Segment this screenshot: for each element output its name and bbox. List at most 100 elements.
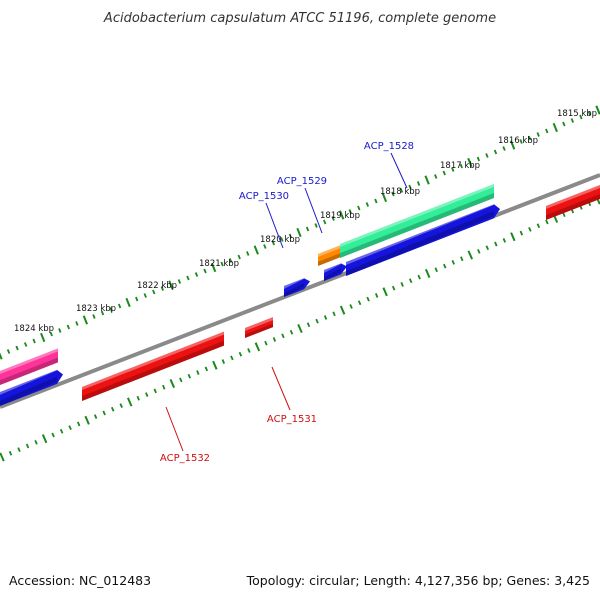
minor-tick	[348, 209, 352, 214]
feature-highlight	[284, 275, 304, 289]
minor-tick	[536, 223, 541, 229]
major-tick	[339, 305, 346, 315]
minor-tick	[494, 241, 498, 247]
tick-label: 1815 kbp	[557, 109, 597, 119]
minor-tick	[230, 355, 234, 361]
major-tick	[126, 397, 133, 407]
gene-label: ACP_1528	[364, 141, 414, 152]
major-tick	[467, 157, 473, 168]
minor-tick	[545, 219, 549, 225]
minor-tick	[315, 318, 319, 324]
minor-tick	[305, 226, 310, 232]
major-tick	[82, 315, 89, 325]
minor-tick	[442, 170, 446, 176]
major-tick	[339, 210, 345, 220]
major-tick	[210, 262, 217, 273]
feature-shade	[340, 193, 494, 258]
minor-tick	[187, 373, 192, 379]
feature-body	[284, 278, 310, 297]
minor-tick	[485, 153, 489, 158]
major-tick	[253, 245, 259, 255]
feature-body	[0, 348, 58, 386]
minor-tick	[162, 384, 166, 390]
minor-tick	[416, 181, 421, 186]
feature-body	[546, 184, 600, 220]
minor-tick	[160, 286, 164, 291]
minor-tick	[228, 258, 233, 263]
minor-tick	[17, 447, 21, 453]
minor-tick	[66, 324, 71, 330]
feature-shade	[284, 283, 304, 297]
minor-tick	[349, 304, 353, 309]
major-tick	[169, 379, 176, 389]
gene-label: ACP_1532	[160, 453, 210, 464]
minor-tick	[528, 227, 532, 232]
minor-tick	[221, 359, 226, 364]
minor-tick	[391, 285, 396, 291]
minor-tick	[280, 237, 284, 242]
blue-feature-small-2	[324, 261, 347, 281]
minor-tick	[536, 132, 540, 137]
accession-text: Accession: NC_012483	[9, 573, 151, 588]
minor-tick	[145, 392, 149, 397]
minor-tick	[237, 254, 241, 260]
major-tick	[424, 175, 430, 185]
blue-feature-left	[0, 367, 63, 407]
feature-shade	[318, 253, 340, 266]
minor-tick	[477, 249, 481, 254]
minor-tick	[519, 139, 523, 144]
minor-tick	[408, 184, 412, 190]
tick-label: 1824 kbp	[14, 324, 54, 334]
map-title: Acidobacterium capsulatum ATCC 51196, co…	[103, 11, 496, 26]
minor-tick	[485, 245, 490, 251]
minor-tick	[502, 238, 507, 243]
major-tick	[254, 342, 261, 352]
major-tick	[381, 192, 388, 203]
minor-tick	[451, 167, 455, 172]
major-tick	[0, 352, 3, 360]
feature-shade	[245, 323, 273, 338]
minor-tick	[143, 293, 147, 298]
minor-tick	[451, 260, 455, 265]
minor-tick	[374, 293, 379, 298]
minor-tick	[570, 118, 575, 123]
minor-tick	[519, 230, 524, 236]
feature-shade	[82, 340, 224, 401]
minor-tick	[23, 342, 28, 347]
minor-tick	[152, 289, 156, 295]
feature-highlight	[82, 331, 224, 390]
gene-label-leader	[271, 366, 291, 411]
feature-shade	[0, 357, 58, 386]
minor-tick	[460, 256, 464, 262]
minor-tick	[443, 263, 447, 269]
blue-feature-small	[284, 275, 310, 297]
major-tick	[168, 280, 174, 290]
minor-tick	[434, 174, 438, 179]
tick-label: 1818 kbp	[380, 187, 420, 197]
minor-tick	[332, 311, 336, 317]
major-tick	[296, 227, 302, 238]
feature-highlight	[340, 183, 494, 247]
minor-tick	[246, 251, 250, 256]
minor-tick	[562, 212, 566, 218]
minor-tick	[271, 240, 276, 246]
feature-highlight	[245, 317, 273, 331]
minor-tick	[15, 345, 19, 351]
tick-label: 1816 kbp	[498, 136, 538, 146]
minor-tick	[6, 349, 11, 354]
tick-label: 1822 kbp	[137, 281, 177, 291]
tick-labels: 1815 kbp 1816 kbp 1817 kbp 1818 kbp 1819 kbp…	[14, 109, 597, 334]
gene-label-leader	[390, 152, 408, 189]
feature-highlight	[318, 245, 340, 257]
minor-tick	[76, 421, 81, 427]
tick-rows	[0, 105, 600, 462]
tick-label: 1823 kbp	[76, 304, 116, 314]
minor-tick	[117, 303, 122, 309]
minor-tick	[136, 395, 140, 401]
minor-tick	[194, 272, 199, 277]
minor-tick	[68, 425, 72, 430]
genome-summary-text: Topology: circular; Length: 4,127,356 bp…	[246, 573, 590, 588]
feature-body	[318, 245, 340, 266]
minor-tick	[314, 223, 318, 228]
